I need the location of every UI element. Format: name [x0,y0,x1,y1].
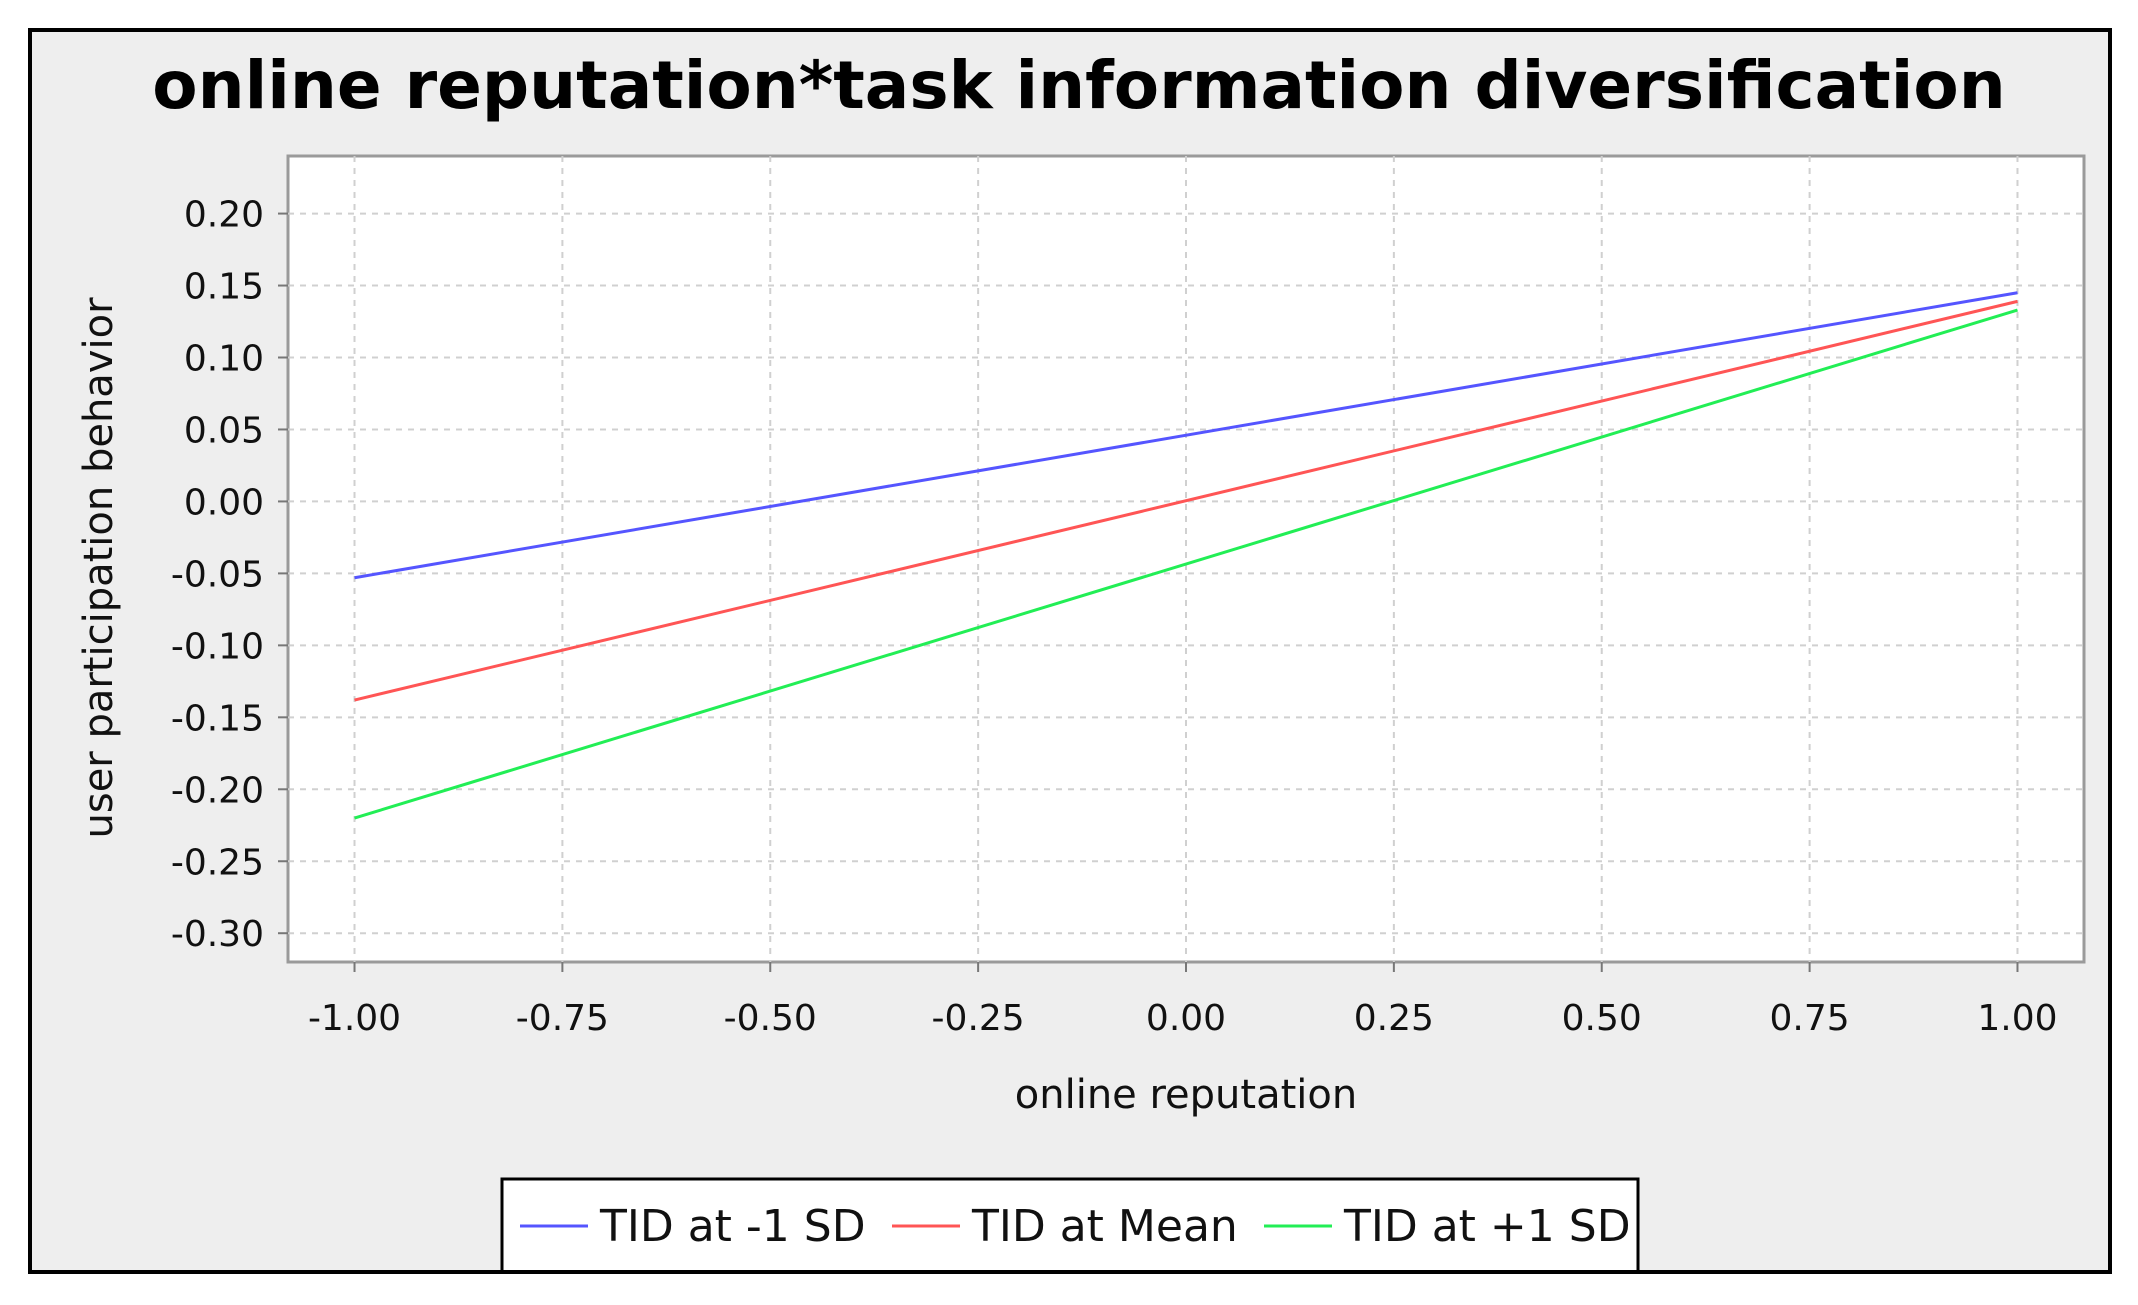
x-tick-label: 0.50 [1562,998,1642,1039]
y-tick-label: -0.15 [171,698,264,739]
y-tick-label: 0.05 [184,410,264,451]
x-tick-label: 1.00 [1977,998,2057,1039]
x-axis-title: online reputation [1015,1072,1357,1118]
x-tick-label: -0.50 [724,998,817,1039]
series-line [354,308,2018,820]
chart-title: online reputation*task information diver… [152,47,2005,124]
grid [288,156,2084,962]
legend-label: TID at -1 SD [599,1201,866,1252]
y-tick-label: 0.00 [184,482,264,523]
y-tick-label: -0.20 [171,770,264,811]
y-tick-label: 0.10 [184,339,264,380]
series-lines [354,291,2018,820]
line-chart: online reputation*task information diver… [76,47,2086,1270]
legend: TID at -1 SD TID at Mean TID at +1 SD [500,1177,1640,1270]
y-tick-label: 0.20 [184,195,264,236]
x-tick-label: 0.25 [1354,998,1434,1039]
x-tick-label: -1.00 [308,998,401,1039]
legend-label: TID at Mean [971,1201,1238,1252]
legend-box [500,1177,1640,1270]
series-line [354,299,2018,702]
legend-label: TID at +1 SD [1343,1201,1631,1252]
y-tick-label: -0.25 [171,842,264,883]
y-tick-label: 0.15 [184,267,264,308]
x-tick-label: 0.00 [1146,998,1226,1039]
x-tick-label: -0.25 [932,998,1025,1039]
y-tick-label: -0.10 [171,626,264,667]
y-tick-label: -0.30 [171,914,264,955]
y-axis-title: user participation behavior [76,297,122,839]
x-tick-label: 0.75 [1770,998,1850,1039]
axes: -1.00 -0.75 -0.50 -0.25 0.00 0.25 0.50 0.75 1.00… [171,195,2058,1039]
y-tick-label: -0.05 [171,554,264,595]
series-line [354,291,2018,580]
chart-frame: online reputation*task information diver… [28,28,2112,1274]
x-tick-label: -0.75 [516,998,609,1039]
